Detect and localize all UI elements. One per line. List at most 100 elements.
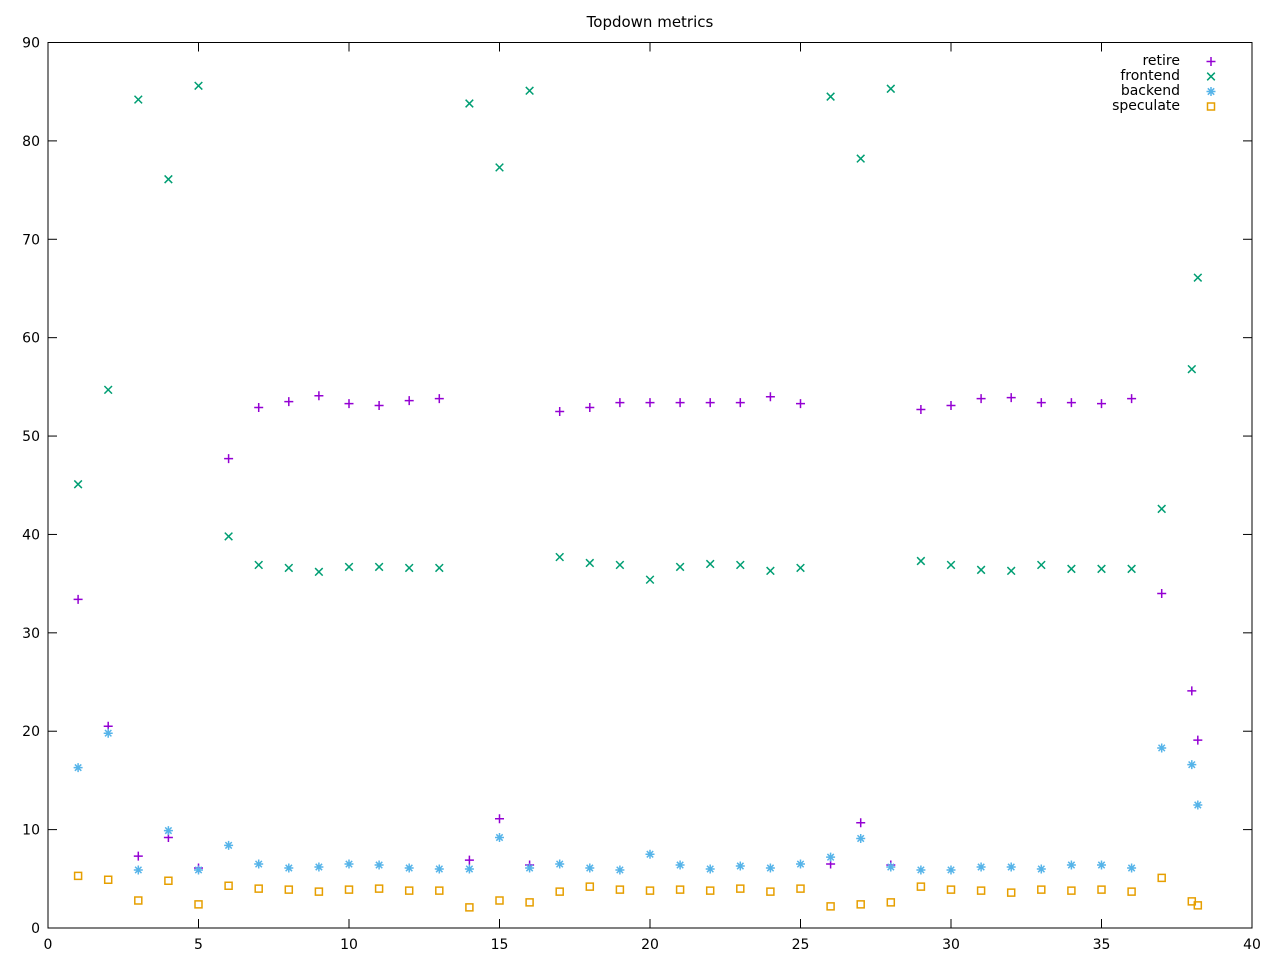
backend-point: [495, 832, 504, 842]
backend-point: [1006, 862, 1016, 872]
frontend-point: [555, 552, 565, 562]
series-frontend: [73, 81, 1203, 585]
speculate-point: [164, 876, 173, 886]
retire-point: [976, 394, 986, 404]
backend-point: [856, 833, 866, 843]
backend-point: [344, 859, 354, 869]
speculate-point: [796, 884, 805, 893]
x-tick-label: 10: [340, 937, 358, 953]
retire-legend-marker: [1200, 54, 1222, 69]
retire-point: [344, 399, 354, 409]
backend-point: [404, 863, 414, 873]
backend-point: [133, 865, 143, 875]
retire-point: [705, 398, 715, 408]
x-tick-label: 15: [491, 937, 509, 953]
frontend-point: [254, 560, 264, 570]
backend-point: [916, 865, 926, 875]
y-tick-label: 60: [22, 331, 40, 347]
frontend-point: [1187, 364, 1197, 374]
backend-point: [464, 864, 474, 874]
retire-point: [404, 396, 414, 406]
backend-legend-glyph: [1206, 87, 1216, 96]
retire-point: [796, 399, 805, 409]
speculate-point: [916, 882, 926, 891]
frontend-point: [73, 479, 83, 489]
speculate-point: [374, 884, 384, 893]
legend-label-backend: backend: [1120, 83, 1180, 99]
x-tick-label: 30: [942, 937, 960, 953]
y-tick-label: 80: [22, 134, 40, 150]
speculate-point: [675, 885, 685, 894]
backend-point: [284, 863, 294, 873]
frontend-point: [886, 84, 896, 94]
frontend-point: [495, 163, 504, 172]
speculate-point: [194, 900, 203, 909]
backend-point: [675, 860, 685, 870]
retire-point: [1193, 735, 1203, 745]
backend-point: [1066, 860, 1076, 870]
x-tick-label: 0: [44, 937, 53, 953]
speculate-point: [254, 884, 263, 893]
speculate-point: [1187, 897, 1197, 906]
backend-point: [735, 861, 745, 871]
retire-point: [856, 818, 866, 828]
retire-point: [645, 398, 655, 408]
frontend-point: [1157, 504, 1167, 514]
frontend-point: [434, 563, 444, 573]
frontend-point: [1097, 564, 1106, 574]
frontend-point: [374, 562, 384, 572]
retire-point: [1157, 588, 1167, 598]
speculate-point: [134, 896, 143, 905]
chart-title: Topdown metrics: [586, 13, 714, 31]
backend-point: [1127, 863, 1137, 873]
speculate-point: [585, 882, 595, 891]
backend-point: [103, 728, 113, 738]
speculate-point: [886, 898, 896, 907]
backend-point: [645, 849, 655, 859]
series-retire: [73, 391, 1203, 873]
retire-point: [1006, 393, 1016, 403]
frontend-legend-glyph: [1206, 72, 1216, 81]
speculate-point: [1097, 885, 1106, 894]
retire-point: [946, 401, 956, 411]
y-tick-label: 90: [22, 36, 40, 52]
frontend-point: [133, 95, 143, 104]
series-speculate: [73, 871, 1203, 912]
retire-point: [495, 814, 504, 824]
speculate-point: [435, 886, 444, 895]
frontend-point: [103, 385, 113, 395]
x-tick-label: 5: [194, 937, 203, 953]
frontend-point: [585, 558, 595, 568]
backend-point: [525, 863, 535, 873]
speculate-point: [284, 885, 294, 894]
speculate-point: [1006, 888, 1016, 897]
backend-point: [615, 865, 625, 875]
retire-point: [73, 594, 83, 604]
speculate-point: [1193, 901, 1203, 910]
frontend-point: [796, 563, 805, 573]
speculate-point: [224, 881, 233, 890]
retire-point: [254, 403, 264, 413]
frontend-point: [404, 563, 414, 573]
backend-point: [374, 860, 384, 870]
frontend-point: [284, 563, 294, 573]
speculate-point: [705, 886, 715, 895]
x-axis: 0 5 10 15 20 25 30 35 40: [44, 42, 1261, 953]
speculate-point: [856, 900, 865, 909]
retire-point: [916, 404, 926, 414]
y-tick-label: 20: [22, 724, 40, 740]
backend-point: [886, 862, 896, 872]
y-tick-label: 40: [22, 527, 40, 543]
frontend-point: [856, 154, 866, 163]
speculate-point: [344, 885, 354, 894]
frontend-legend-marker: [1200, 69, 1222, 84]
frontend-point: [645, 575, 655, 585]
frontend-point: [1127, 564, 1136, 574]
y-tick-label: 0: [31, 921, 40, 937]
backend-point: [585, 863, 595, 873]
retire-point: [675, 398, 685, 408]
frontend-point: [976, 565, 986, 575]
y-tick-label: 10: [22, 823, 40, 839]
speculate-point: [645, 886, 655, 895]
